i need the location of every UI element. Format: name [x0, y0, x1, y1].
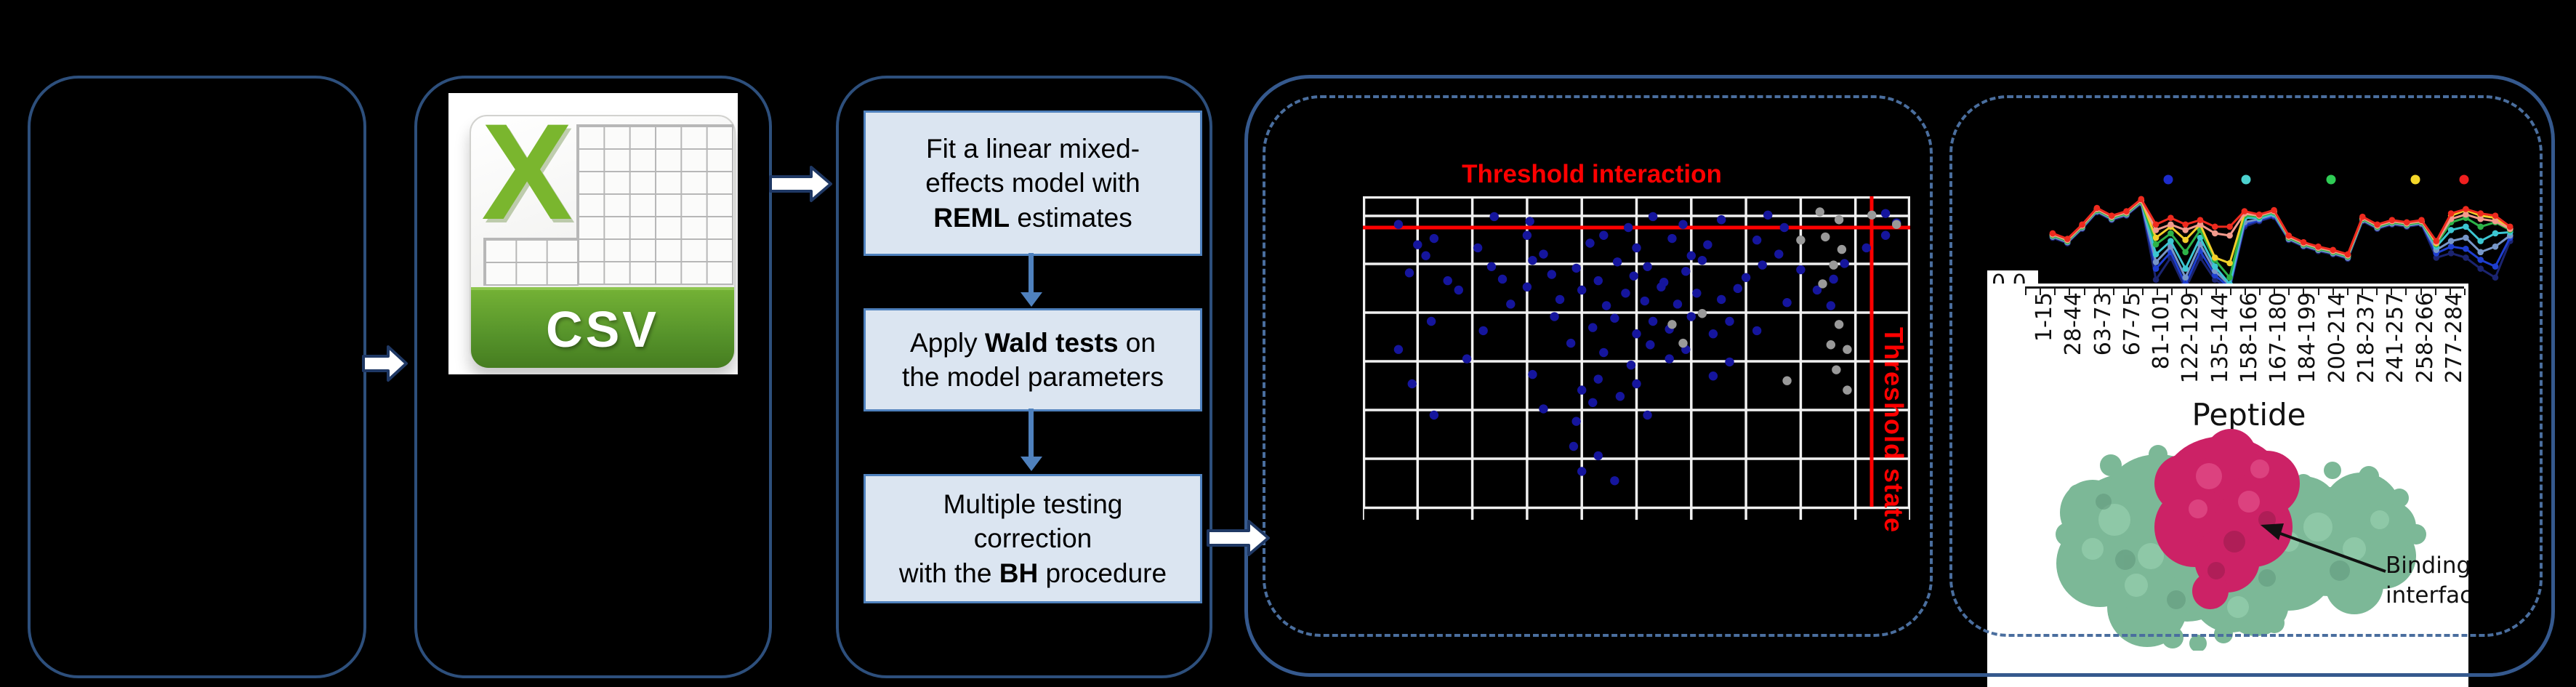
- x-axis-tick-icon: [2069, 289, 2071, 295]
- x-axis-tick-icon: [2244, 289, 2246, 295]
- x-axis-tick-icon: [2171, 289, 2173, 295]
- legend-dot-icon: [2326, 174, 2336, 185]
- workflow-step-bh-text: Multiple testing correction with the BH pr…: [898, 489, 1167, 588]
- csv-format-banner: CSV: [471, 287, 734, 368]
- x-axis-tick-icon: [2259, 289, 2261, 295]
- csv-format-label: CSV: [546, 300, 659, 358]
- legend-dot-icon: [2410, 174, 2420, 185]
- workflow-step-reml: Fit a linear mixed-effects model with REM…: [864, 111, 1202, 256]
- binding-interface-line1: Binding: [2386, 553, 2468, 579]
- workflow-step-wald-text: Apply Wald tests on the model parameters: [902, 327, 1164, 392]
- input-panel: [28, 76, 366, 678]
- x-axis-tick-icon: [2142, 289, 2144, 295]
- x-axis-tick-icon: [2303, 289, 2305, 295]
- arrow-down-icon: [1021, 292, 1042, 307]
- x-axis-tick-icon: [2200, 289, 2202, 295]
- workflow-step-wald: Apply Wald tests on the model parameters: [864, 308, 1202, 411]
- x-axis-tick-icon: [2420, 289, 2422, 295]
- legend-dot-icon: [2459, 174, 2469, 185]
- peptide-axis-title: Peptide: [2191, 397, 2306, 433]
- x-axis-tick-icon: [2434, 289, 2436, 295]
- x-axis-tick-icon: [2346, 289, 2348, 295]
- x-axis-tick-icon: [2376, 289, 2378, 295]
- interaction-scatter-plot: [1363, 196, 1910, 520]
- x-axis-tick-icon: [2127, 289, 2129, 295]
- binding-interface-label: Binding interface: [2386, 551, 2468, 611]
- arrow-down-icon: [1029, 253, 1034, 294]
- binding-interface-line2: interface: [2386, 582, 2468, 608]
- x-axis-tick-icon: [2317, 289, 2319, 295]
- x-axis-tick-icon: [2274, 289, 2276, 295]
- threshold-state-label: Threshold state: [1879, 327, 1909, 534]
- peptide-figure-region: 1-15 28-44 63-73 67-75 81-101 122-129 135-144 1…: [1987, 284, 2468, 687]
- workflow-step-bh: Multiple testing correction with the BH pr…: [864, 474, 1202, 603]
- x-axis-tick-icon: [2449, 289, 2451, 295]
- x-axis-tick-icon: [2112, 289, 2114, 295]
- x-axis-tick-icon: [2025, 289, 2026, 295]
- arrow-down-icon: [1029, 409, 1034, 458]
- uptake-line-chart: [2049, 174, 2513, 292]
- flow-arrow-right-icon: [1207, 520, 1270, 556]
- x-axis-tick-icon: [2288, 289, 2290, 295]
- x-axis-line: [2025, 286, 2464, 289]
- spreadsheet-grid-icon: [576, 124, 733, 285]
- flow-arrow-right-icon: [362, 345, 408, 382]
- x-axis-tick-icon: [2083, 289, 2085, 295]
- csv-file-icon: X CSV: [470, 103, 736, 368]
- threshold-interaction-label: Threshold interaction: [1462, 160, 1722, 188]
- excel-x-glyph: X: [481, 95, 573, 248]
- csv-image-background: X CSV: [448, 93, 738, 374]
- x-axis-tick-icon: [2054, 289, 2056, 295]
- flow-arrow-right-icon: [769, 166, 832, 202]
- workflow-panel: [836, 76, 1212, 678]
- x-axis-tick-icon: [2405, 289, 2407, 295]
- x-axis-tick-icon: [2157, 289, 2159, 295]
- legend-dots: [2163, 174, 2469, 185]
- x-axis-tick-icon: [2229, 289, 2231, 295]
- x-axis-tick-icon: [2391, 289, 2393, 295]
- x-axis-tick-icon: [2361, 289, 2363, 295]
- spreadsheet-grid-small-icon: [483, 238, 579, 286]
- x-axis-tick-icon: [2098, 289, 2100, 295]
- x-axis-tick-icon: [2463, 289, 2466, 295]
- legend-dot-icon: [2163, 174, 2173, 185]
- csv-panel: [414, 76, 772, 678]
- x-axis-tick-icon: [2332, 289, 2334, 295]
- x-axis-tick-icon: [2215, 289, 2217, 295]
- binding-interface-arrow-icon: [2261, 523, 2386, 573]
- x-axis-tick-icon: [2040, 289, 2042, 295]
- workflow-step-reml-text: Fit a linear mixed-effects model with REM…: [925, 133, 1140, 233]
- arrow-down-icon: [1021, 457, 1042, 471]
- x-axis-tick-icon: [2186, 289, 2188, 295]
- legend-dot-icon: [2241, 174, 2251, 185]
